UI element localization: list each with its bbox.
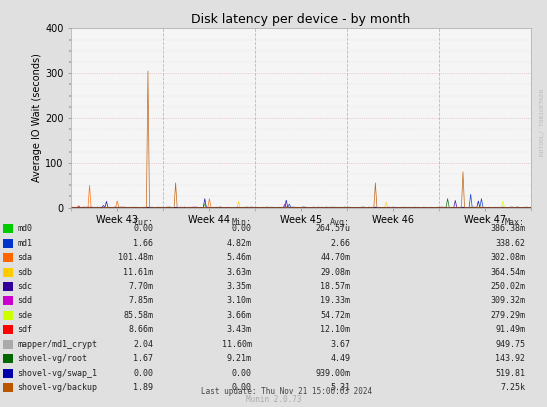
Text: 3.10m: 3.10m <box>226 296 252 306</box>
Text: 2.66: 2.66 <box>330 239 350 248</box>
Text: 7.85m: 7.85m <box>128 296 153 306</box>
Text: 3.43m: 3.43m <box>226 325 252 335</box>
Text: 5.31: 5.31 <box>330 383 350 392</box>
Text: Munin 2.0.73: Munin 2.0.73 <box>246 395 301 404</box>
Text: sde: sde <box>18 311 32 320</box>
Text: 939.00m: 939.00m <box>315 369 350 378</box>
Text: md1: md1 <box>18 239 32 248</box>
Text: Avg:: Avg: <box>330 218 350 227</box>
Text: 18.57m: 18.57m <box>320 282 350 291</box>
Title: Disk latency per device - by month: Disk latency per device - by month <box>191 13 410 26</box>
Text: 264.57u: 264.57u <box>315 224 350 233</box>
Text: 5.46m: 5.46m <box>226 253 252 262</box>
Text: md0: md0 <box>18 224 32 233</box>
Text: sda: sda <box>18 253 32 262</box>
Text: 11.61m: 11.61m <box>123 267 153 277</box>
Text: mapper/md1_crypt: mapper/md1_crypt <box>18 340 97 349</box>
Text: Last update: Thu Nov 21 15:00:03 2024: Last update: Thu Nov 21 15:00:03 2024 <box>201 387 372 396</box>
Text: 101.48m: 101.48m <box>118 253 153 262</box>
Text: 3.67: 3.67 <box>330 340 350 349</box>
Text: 7.25k: 7.25k <box>500 383 525 392</box>
Text: sdc: sdc <box>18 282 32 291</box>
Text: shovel-vg/root: shovel-vg/root <box>18 354 88 363</box>
Text: 1.67: 1.67 <box>133 354 153 363</box>
Text: 4.49: 4.49 <box>330 354 350 363</box>
Text: Min:: Min: <box>231 218 252 227</box>
Text: Max:: Max: <box>505 218 525 227</box>
Text: 11.60m: 11.60m <box>222 340 252 349</box>
Text: 949.75: 949.75 <box>495 340 525 349</box>
Text: 8.66m: 8.66m <box>128 325 153 335</box>
Text: 386.38m: 386.38m <box>490 224 525 233</box>
Text: 3.35m: 3.35m <box>226 282 252 291</box>
Text: 0.00: 0.00 <box>231 383 252 392</box>
Text: 12.10m: 12.10m <box>320 325 350 335</box>
Text: 9.21m: 9.21m <box>226 354 252 363</box>
Text: 338.62: 338.62 <box>495 239 525 248</box>
Text: 0.00: 0.00 <box>231 369 252 378</box>
Text: 302.08m: 302.08m <box>490 253 525 262</box>
Text: 4.82m: 4.82m <box>226 239 252 248</box>
Text: 0.00: 0.00 <box>133 224 153 233</box>
Y-axis label: Average IO Wait (seconds): Average IO Wait (seconds) <box>32 54 42 182</box>
Text: 85.58m: 85.58m <box>123 311 153 320</box>
Text: sdf: sdf <box>18 325 32 335</box>
Text: sdb: sdb <box>18 267 32 277</box>
Text: Cur:: Cur: <box>133 218 153 227</box>
Text: 143.92: 143.92 <box>495 354 525 363</box>
Text: 91.49m: 91.49m <box>495 325 525 335</box>
Text: 3.66m: 3.66m <box>226 311 252 320</box>
Text: 19.33m: 19.33m <box>320 296 350 306</box>
Text: shovel-vg/swap_1: shovel-vg/swap_1 <box>18 369 97 378</box>
Text: sdd: sdd <box>18 296 32 306</box>
Text: 250.02m: 250.02m <box>490 282 525 291</box>
Text: 54.72m: 54.72m <box>320 311 350 320</box>
Text: RDTOOL/ TOBIOETKER: RDTOOL/ TOBIOETKER <box>539 88 544 156</box>
Text: 1.89: 1.89 <box>133 383 153 392</box>
Text: 7.70m: 7.70m <box>128 282 153 291</box>
Text: 3.63m: 3.63m <box>226 267 252 277</box>
Text: 519.81: 519.81 <box>495 369 525 378</box>
Text: 279.29m: 279.29m <box>490 311 525 320</box>
Text: 1.66: 1.66 <box>133 239 153 248</box>
Text: 0.00: 0.00 <box>231 224 252 233</box>
Text: 44.70m: 44.70m <box>320 253 350 262</box>
Text: 0.00: 0.00 <box>133 369 153 378</box>
Text: 29.08m: 29.08m <box>320 267 350 277</box>
Text: 309.32m: 309.32m <box>490 296 525 306</box>
Text: 2.04: 2.04 <box>133 340 153 349</box>
Text: shovel-vg/backup: shovel-vg/backup <box>18 383 97 392</box>
Text: 364.54m: 364.54m <box>490 267 525 277</box>
